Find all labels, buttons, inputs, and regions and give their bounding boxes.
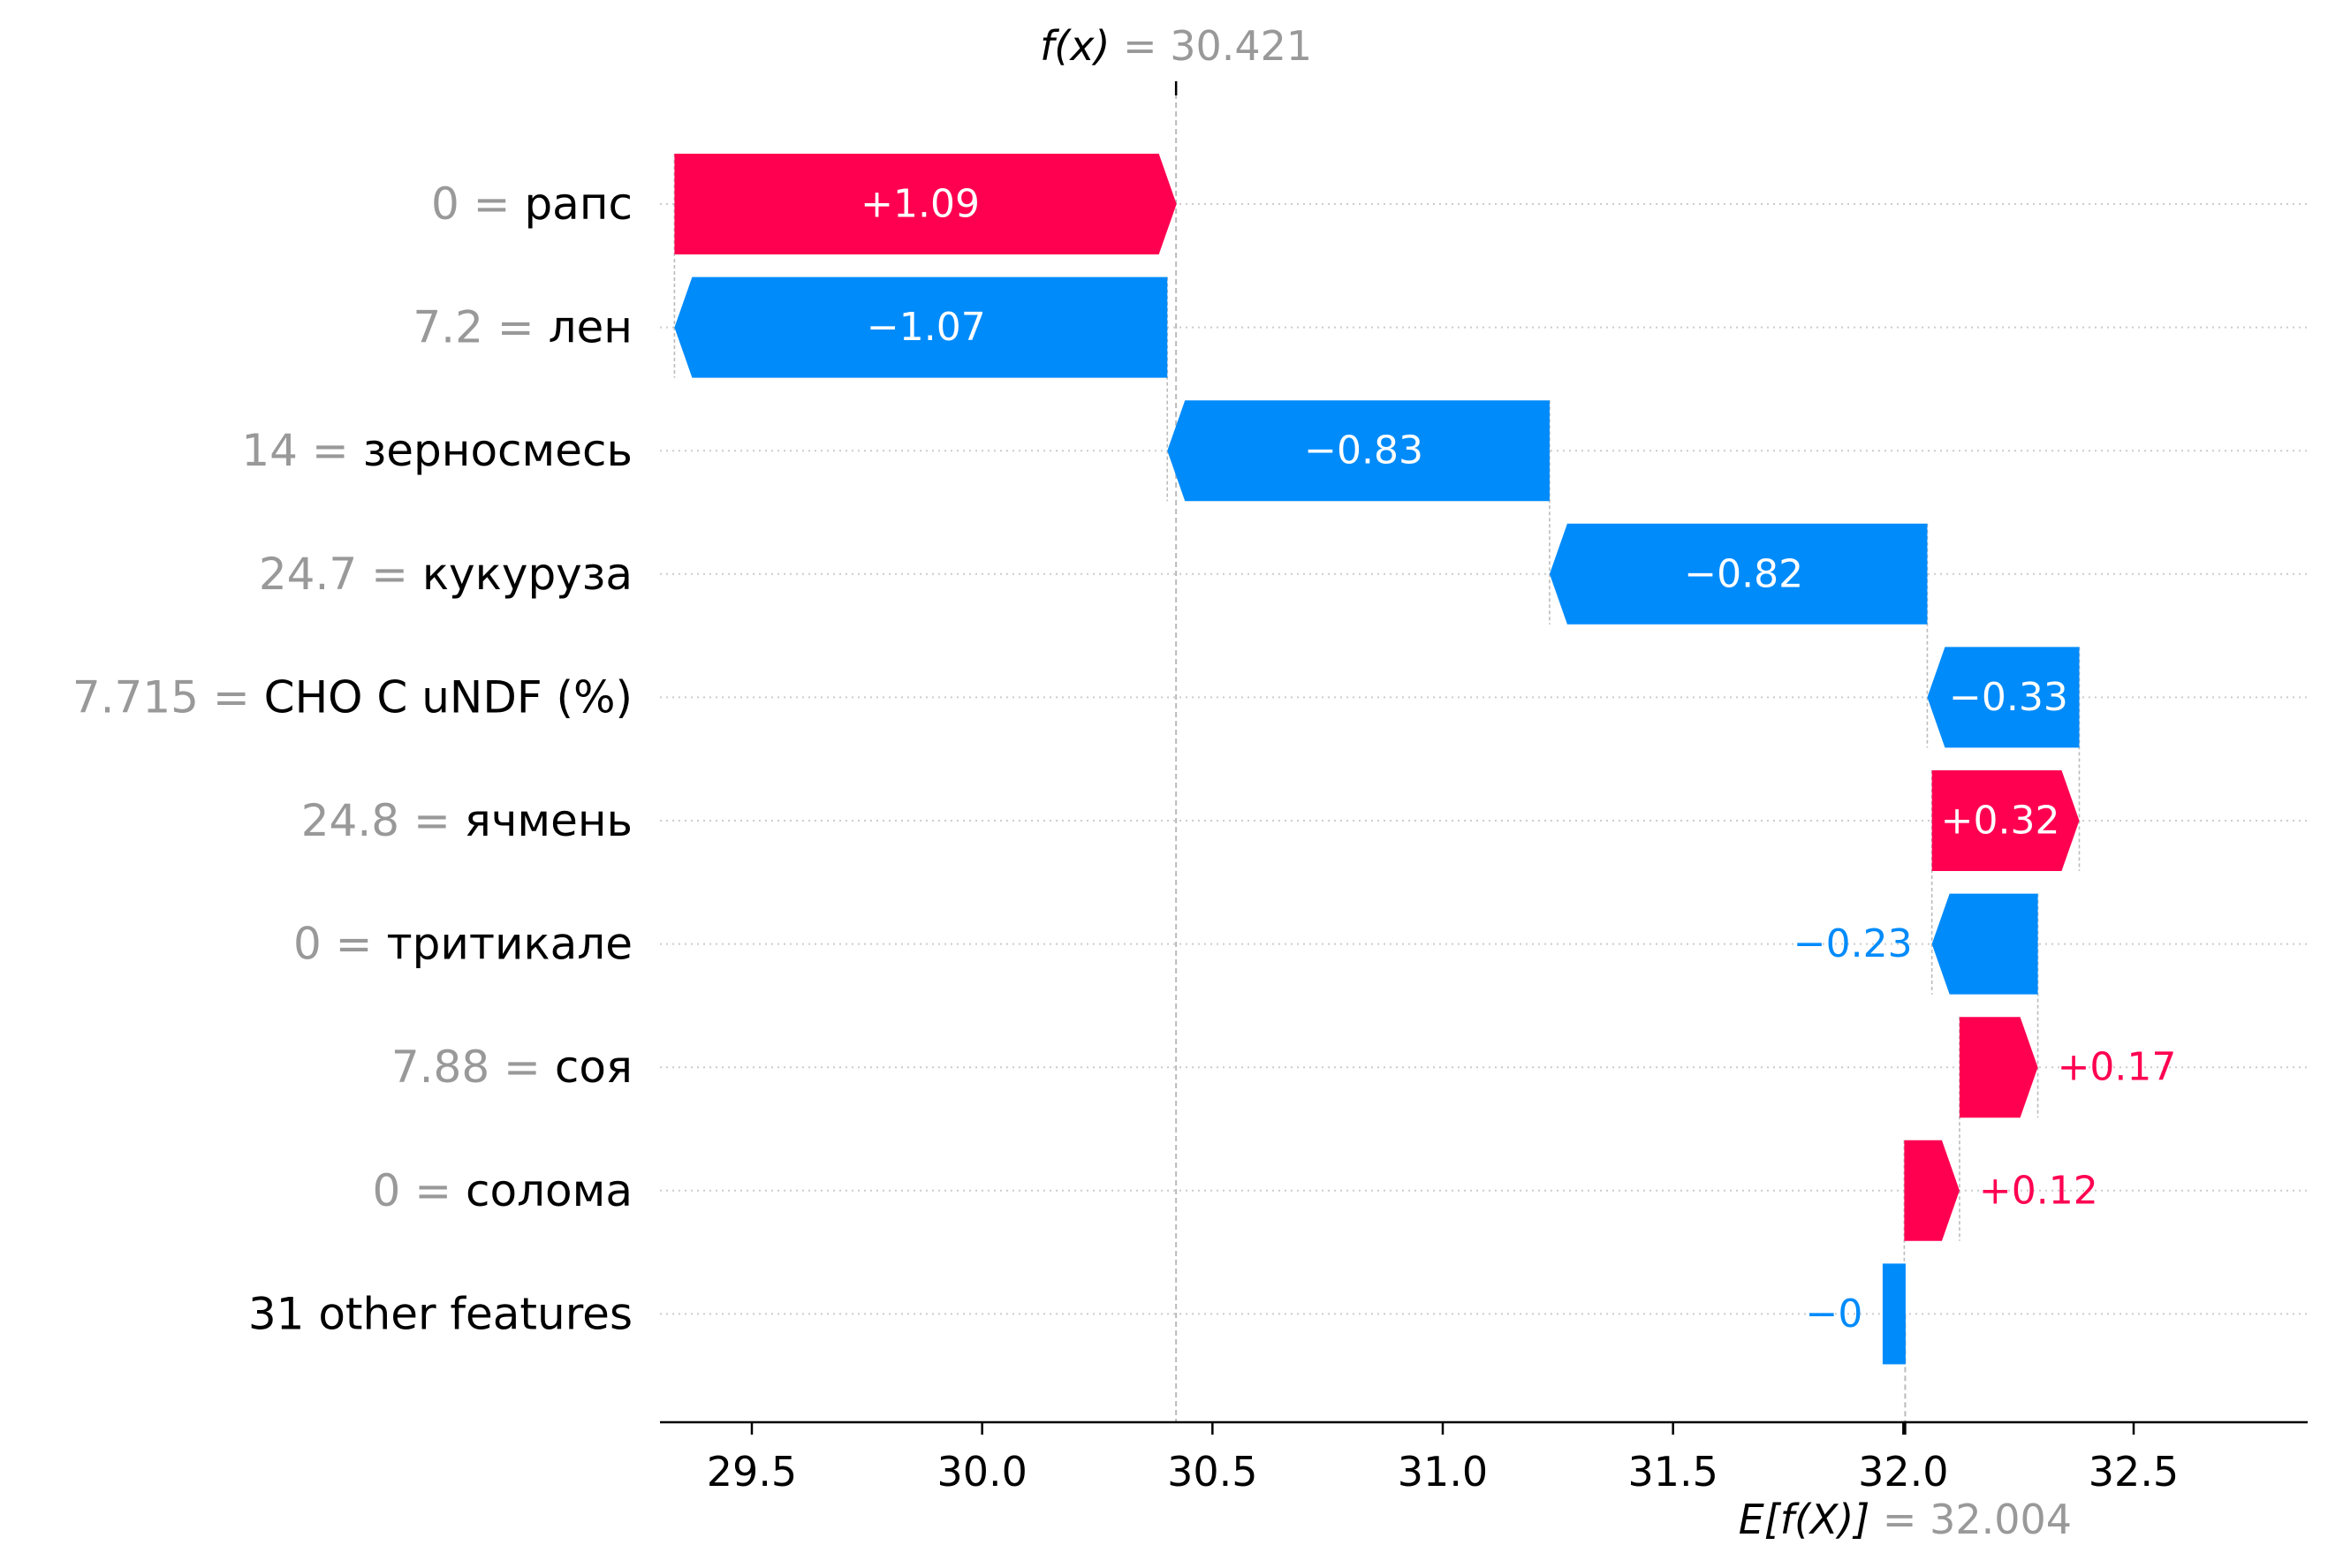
feature-name: рапс bbox=[524, 178, 633, 230]
contribution-bars bbox=[674, 154, 2080, 1365]
fx-value: = 30.421 bbox=[1110, 22, 1312, 70]
feature-name: ячмень bbox=[465, 795, 633, 846]
x-tick-label: 30.5 bbox=[1167, 1448, 1257, 1496]
feature-name: 31 other features bbox=[248, 1288, 633, 1339]
feature-label: 14 = зерносмесь bbox=[241, 425, 633, 476]
feature-name: лен bbox=[549, 302, 633, 353]
feature-label: 24.8 = ячмень bbox=[301, 795, 633, 846]
feature-value: 7.715 = bbox=[72, 671, 264, 723]
feature-name: солома bbox=[466, 1165, 633, 1216]
feature-name: кукуруза bbox=[422, 549, 633, 600]
feature-label: 31 other features bbox=[248, 1288, 633, 1339]
bar-negative bbox=[674, 276, 1168, 378]
feature-value: 0 = bbox=[431, 178, 525, 230]
bar-value-label: +0.17 bbox=[2058, 1045, 2177, 1090]
ex-label: E[f(X)] = 32.004 bbox=[1739, 1496, 2072, 1543]
ex-value: = 32.004 bbox=[1869, 1496, 2072, 1543]
feature-label: 24.7 = кукуруза bbox=[259, 549, 633, 600]
fx-annotation: f(x) = 30.421 bbox=[1040, 22, 1312, 70]
bar-negative bbox=[1882, 1263, 1906, 1365]
bar-value-label: −0.82 bbox=[1684, 551, 1803, 596]
feature-label: 0 = рапс bbox=[431, 178, 633, 230]
bar-value-label: −1.07 bbox=[867, 305, 986, 350]
bar-value-label: −0.23 bbox=[1793, 921, 1913, 966]
feature-label: 7.88 = соя bbox=[391, 1042, 633, 1093]
feature-label: 7.2 = лен bbox=[413, 302, 633, 353]
feature-name: тритикале bbox=[386, 919, 633, 970]
x-tick-label: 29.5 bbox=[707, 1448, 797, 1496]
bar-negative bbox=[1549, 523, 1928, 625]
feature-value: 0 = bbox=[293, 919, 387, 970]
feature-name: CHO C uNDF (%) bbox=[264, 671, 633, 723]
x-tick-label: 32.5 bbox=[2089, 1448, 2179, 1496]
bar-value-label: −0 bbox=[1806, 1292, 1863, 1337]
feature-labels: 0 = рапс 7.2 = лен 14 = зерносмесь 24.7 = к… bbox=[72, 178, 633, 1339]
x-tick-label: 31.5 bbox=[1627, 1448, 1718, 1496]
ex-prefix: E[f(X)] bbox=[1739, 1496, 1870, 1543]
bar-value-label: +0.32 bbox=[1941, 799, 2060, 844]
feature-value: 14 = bbox=[241, 425, 362, 476]
x-tick-label: 31.0 bbox=[1398, 1448, 1488, 1496]
feature-name: зерносмесь bbox=[363, 425, 633, 476]
bar-positive bbox=[1904, 1140, 1960, 1241]
expected-value-annotation: E[f(X)] = 32.004 bbox=[1739, 1496, 2072, 1543]
bar-negative bbox=[1927, 647, 2080, 748]
feature-label: 7.715 = CHO C uNDF (%) bbox=[72, 671, 633, 723]
x-tick-label: 30.0 bbox=[937, 1448, 1027, 1496]
feature-label: 0 = тритикале bbox=[293, 919, 633, 970]
feature-value: 24.7 = bbox=[259, 549, 422, 600]
fx-prefix: f(x) bbox=[1040, 22, 1110, 70]
feature-value: 24.8 = bbox=[301, 795, 465, 846]
bar-negative bbox=[1931, 893, 2038, 995]
bar-value-label: −0.83 bbox=[1304, 428, 1423, 473]
feature-value: 7.88 = bbox=[391, 1042, 555, 1093]
x-axis: 29.5 30.0 30.5 31.0 31.5 32.0 32.5 bbox=[660, 1420, 2308, 1496]
contribution-labels: +1.09 −1.07 −0.83 −0.82 −0.33 +0.32 −0.23 +0.17… bbox=[861, 182, 2176, 1337]
feature-name: соя bbox=[555, 1042, 633, 1093]
feature-value: 0 = bbox=[373, 1165, 466, 1216]
bar-value-label: +0.12 bbox=[1979, 1168, 2098, 1213]
feature-label: 0 = солома bbox=[373, 1165, 633, 1216]
bar-positive bbox=[1931, 770, 2080, 871]
bar-positive bbox=[674, 154, 1177, 254]
bar-value-label: −0.33 bbox=[1949, 675, 2068, 720]
x-tick-label: 32.0 bbox=[1858, 1448, 1948, 1496]
bar-positive bbox=[1959, 1017, 2038, 1118]
feature-value: 7.2 = bbox=[413, 302, 548, 353]
bar-value-label: +1.09 bbox=[861, 182, 980, 227]
fx-label: f(x) = 30.421 bbox=[1040, 22, 1312, 70]
bar-negative bbox=[1167, 400, 1550, 502]
